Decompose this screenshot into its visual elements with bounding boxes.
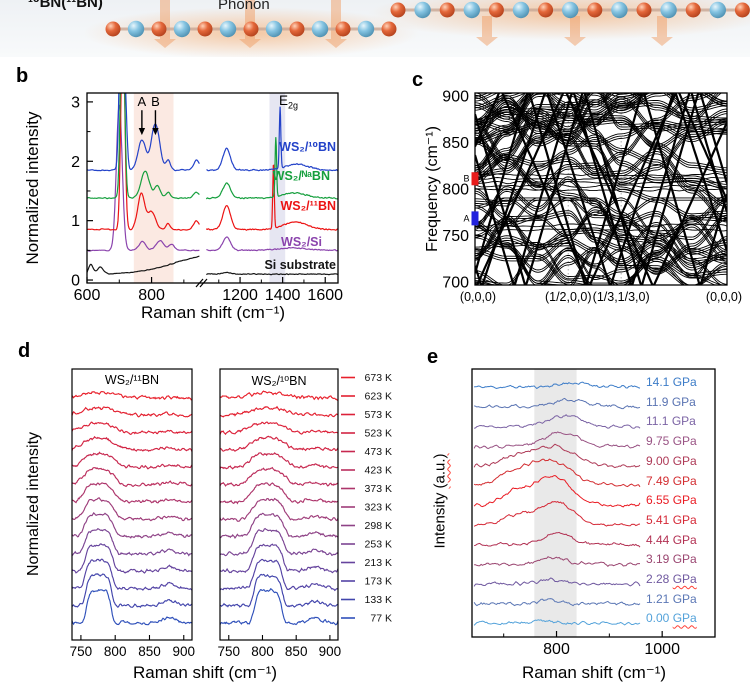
svg-text:(1/2,0,0): (1/2,0,0) [545, 290, 592, 304]
pressure-label: 11.1 GPa [646, 414, 696, 429]
svg-text:A: A [463, 213, 469, 223]
svg-text:523 K: 523 K [365, 428, 392, 440]
svg-text:298 K: 298 K [365, 520, 392, 532]
svg-text:700: 700 [442, 275, 469, 292]
svg-text:1200: 1200 [222, 287, 258, 304]
svg-text:(0,0,0): (0,0,0) [460, 290, 496, 304]
svg-text:623 K: 623 K [365, 391, 392, 403]
pressure-label: 9.00 GPa [646, 453, 697, 468]
isotope-label: ¹⁰BN(¹¹BN) [28, 0, 103, 11]
pressure-label: 5.41 GPa [646, 512, 697, 527]
svg-text:900: 900 [173, 644, 196, 659]
pressure-label: 11.9 GPa [646, 394, 696, 409]
pressure-label: 1.21 GPa [646, 591, 697, 606]
svg-text:800: 800 [104, 644, 127, 659]
svg-text:77 K: 77 K [370, 613, 392, 625]
svg-text:800: 800 [442, 182, 469, 199]
svg-text:373 K: 373 K [365, 483, 392, 495]
svg-text:800: 800 [138, 287, 165, 304]
svg-text:600: 600 [74, 287, 101, 304]
svg-text:850: 850 [285, 644, 308, 659]
svg-text:173 K: 173 K [365, 576, 392, 588]
pressure-label: 4.44 GPa [646, 532, 697, 547]
svg-text:750: 750 [442, 228, 469, 245]
svg-text:3: 3 [71, 94, 80, 111]
pressure-label: 6.55 GPa [646, 493, 697, 508]
svg-text:1600: 1600 [307, 287, 343, 304]
svg-text:800: 800 [251, 644, 274, 659]
svg-text:B: B [463, 174, 469, 184]
svg-text:253 K: 253 K [365, 539, 392, 551]
svg-text:A: A [138, 94, 147, 109]
svg-text:2: 2 [71, 154, 80, 171]
svg-text:573 K: 573 K [365, 409, 392, 421]
pressure-label: 14.1 GPa [646, 375, 697, 389]
svg-text:(1/3,1/3,0): (1/3,1/3,0) [593, 290, 650, 304]
svg-text:213 K: 213 K [365, 557, 392, 569]
svg-text:900: 900 [442, 88, 469, 105]
svg-text:473 K: 473 K [365, 446, 392, 458]
svg-text:423 K: 423 K [365, 465, 392, 477]
svg-text:750: 750 [70, 644, 93, 659]
pressure-label: 0.00 GPa [646, 611, 697, 626]
phonon-label: Phonon [218, 0, 270, 13]
svg-text:323 K: 323 K [365, 502, 392, 514]
pressure-label: 2.28 GPa [646, 572, 697, 586]
pressure-label: 9.75 GPa [646, 434, 697, 449]
svg-text:1: 1 [71, 213, 80, 230]
svg-text:(0,0,0): (0,0,0) [706, 290, 742, 304]
panel-a-strip: ¹⁰BN(¹¹BN) Phonon [0, 0, 750, 57]
svg-text:B: B [151, 94, 160, 109]
svg-text:750: 750 [218, 644, 241, 659]
svg-text:0: 0 [71, 273, 80, 290]
pressure-label: 3.19 GPa [646, 552, 697, 567]
svg-text:800: 800 [543, 641, 570, 658]
svg-text:900: 900 [319, 644, 342, 659]
pressure-label: 7.49 GPa [646, 473, 697, 488]
svg-text:133 K: 133 K [365, 594, 392, 606]
svg-text:1400: 1400 [265, 287, 301, 304]
svg-text:1000: 1000 [644, 641, 680, 658]
svg-text:850: 850 [442, 135, 469, 152]
svg-text:850: 850 [138, 644, 161, 659]
atom-chain-illustration [83, 0, 750, 57]
svg-text:673 K: 673 K [365, 372, 392, 384]
